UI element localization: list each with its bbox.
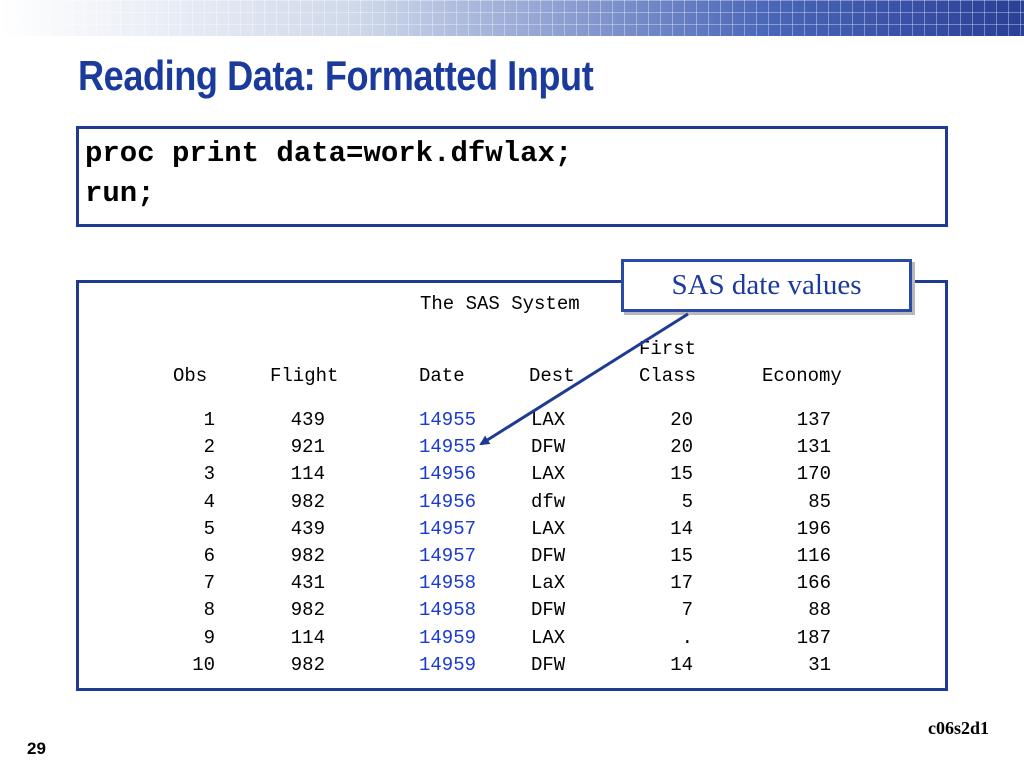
sas-output: The SAS System First Obs Flight Date Des… [76, 280, 948, 691]
cell-obs: 2 [203, 436, 215, 459]
cell-obs: 10 [192, 653, 215, 676]
cell-economy: 170 [796, 463, 831, 486]
cell-economy: 131 [796, 436, 831, 459]
cell-date: 14956 [418, 463, 476, 486]
cell-dest: LAX [531, 517, 566, 540]
cell-first-class: 5 [681, 490, 693, 513]
cell-obs: 9 [203, 626, 215, 649]
slide-title: Reading Data: Formatted Input [78, 52, 594, 99]
code-box: proc print data=work.dfwlax; run; [76, 126, 948, 227]
cell-flight: 982 [290, 599, 325, 622]
cell-flight: 982 [290, 653, 325, 676]
cell-obs: 4 [203, 490, 215, 513]
cell-dest: LAX [531, 409, 566, 431]
cell-first-class: . [681, 626, 693, 649]
cell-first-class: 20 [670, 436, 693, 459]
cell-first-class: 14 [670, 517, 693, 540]
cell-flight: 439 [290, 409, 325, 431]
cell-economy: 85 [808, 490, 831, 513]
cell-flight: 982 [290, 490, 325, 513]
cell-obs: 1 [203, 409, 215, 431]
cell-obs: 8 [203, 599, 215, 622]
cell-flight: 114 [290, 463, 325, 486]
cell-first-class: 15 [670, 545, 693, 567]
cell-dest: LAX [531, 626, 566, 649]
cell-flight: 431 [290, 572, 325, 595]
cell-dest: DFW [531, 436, 566, 459]
cell-economy: 187 [796, 626, 831, 649]
cell-economy: 31 [808, 653, 831, 676]
slide-number: 29 [27, 739, 46, 758]
header-date: Date [419, 365, 465, 387]
cell-flight: 921 [290, 436, 325, 459]
cell-obs: 5 [203, 517, 215, 540]
cell-first-class: 7 [681, 599, 693, 622]
cell-flight: 982 [290, 545, 325, 567]
cell-dest: DFW [531, 545, 566, 567]
cell-date: 14955 [418, 409, 476, 431]
header-band [0, 0, 1024, 36]
cell-date: 14956 [418, 490, 476, 513]
cell-economy: 88 [808, 599, 831, 622]
cell-economy: 137 [796, 409, 831, 431]
cell-dest: LAX [531, 463, 566, 486]
cell-date: 14959 [418, 653, 476, 676]
cell-dest: DFW [531, 599, 566, 622]
cell-obs: 7 [203, 572, 215, 595]
cell-flight: 114 [290, 626, 325, 649]
cell-economy: 166 [796, 572, 831, 595]
cell-dest: DFW [531, 653, 566, 676]
cell-obs: 6 [203, 545, 215, 567]
cell-date: 14958 [418, 572, 476, 595]
cell-economy: 196 [796, 517, 831, 540]
slide-id: c06s2d1 [927, 718, 989, 738]
cell-flight: 439 [290, 517, 325, 540]
code-line-1: proc print data=work.dfwlax; [85, 137, 573, 170]
cell-first-class: 14 [670, 653, 693, 676]
code-line-2: run; [85, 177, 155, 210]
output-system-title: The SAS System [420, 293, 580, 315]
cell-obs: 3 [203, 463, 215, 486]
cell-date: 14957 [418, 545, 476, 567]
cell-first-class: 17 [670, 572, 693, 595]
header-obs: Obs [173, 365, 208, 387]
header-first: First [639, 338, 697, 360]
cell-first-class: 20 [670, 409, 693, 431]
header-class: Class [639, 365, 697, 387]
cell-dest: LaX [531, 572, 566, 595]
cell-date: 14958 [418, 599, 476, 622]
cell-first-class: 15 [670, 463, 693, 486]
header-flight: Flight [270, 365, 339, 387]
cell-date: 14959 [418, 626, 476, 649]
callout-box: SAS date values [621, 259, 912, 312]
cell-economy: 116 [796, 545, 831, 567]
cell-date: 14955 [418, 436, 476, 459]
header-dest: Dest [529, 365, 575, 387]
cell-date: 14957 [418, 517, 476, 540]
cell-dest: dfw [531, 490, 566, 513]
header-economy: Economy [762, 365, 842, 387]
